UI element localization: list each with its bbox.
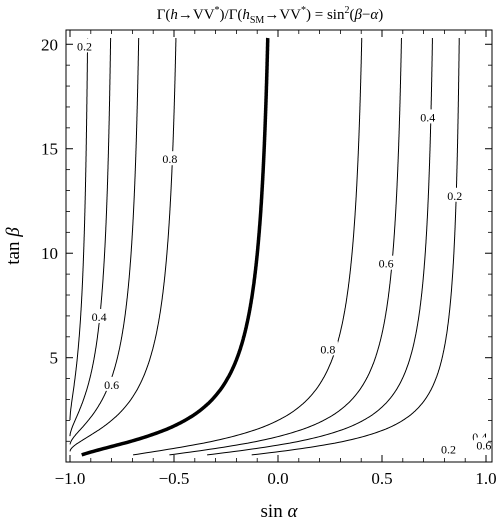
contour-label: 0.8 (162, 152, 177, 166)
plot-frame (65, 29, 493, 463)
contour-label-bg (438, 441, 459, 456)
x-tick-label: −1.0 (55, 469, 86, 488)
contour-label-bg (317, 341, 338, 356)
contour-line-0_2 (251, 38, 460, 456)
y-tick-label: 5 (50, 349, 59, 368)
contour-label: 0.2 (447, 189, 462, 203)
contour-label: 0.2 (441, 443, 456, 457)
x-axis-title: sin α (261, 501, 299, 522)
contour-label: 0.6 (379, 257, 394, 271)
x-tick-label: −0.5 (159, 469, 190, 488)
x-tick-label: 0.5 (371, 469, 392, 488)
y-axis: 5 10 15 20 (41, 35, 492, 442)
contour-label-bg (376, 255, 397, 270)
contour-label: 0.2 (77, 39, 92, 53)
contour-label: 0.4 (92, 310, 107, 324)
contour-label-bg (101, 376, 122, 391)
contour-label-bg (89, 308, 110, 323)
x-axis: −1.0 −0.5 0.0 0.5 1.0 (55, 30, 497, 488)
contour-label-bg (159, 151, 180, 166)
contour-lines (69, 37, 460, 457)
contour-label-bg (74, 38, 95, 53)
chart-title: Γ(h→VV*)/Γ(hSM→VV*) = sin2(β−α) (157, 5, 384, 26)
y-axis-title: tan β (3, 227, 24, 265)
y-tick-label: 20 (41, 35, 58, 54)
contour-label: 0.8 (320, 342, 335, 356)
y-tick-label: 10 (41, 244, 58, 263)
contour-line-0_6 (169, 38, 402, 456)
contour-label: 0.6 (476, 438, 491, 452)
contour-label-bg (417, 109, 438, 124)
contour-line-0_4 (207, 38, 433, 456)
contour-label: 0.6 (104, 378, 119, 392)
contour-label: 0.4 (420, 110, 435, 124)
contour-line-0_4 (69, 38, 112, 437)
contour-label-bg (444, 187, 465, 202)
contour-line-0_6 (69, 38, 140, 445)
y-tick-label: 15 (41, 140, 58, 159)
contour-line-0_2 (69, 38, 89, 421)
contour-line-1 (81, 37, 270, 457)
contour-line-0_8 (133, 37, 363, 456)
x-tick-label: 0.0 (267, 469, 288, 488)
contour-line-0_8 (69, 38, 177, 452)
contour-labels: 0.20.80.40.60.40.20.60.80.20.40.6 (74, 38, 494, 457)
x-tick-label: 1.0 (475, 469, 496, 488)
